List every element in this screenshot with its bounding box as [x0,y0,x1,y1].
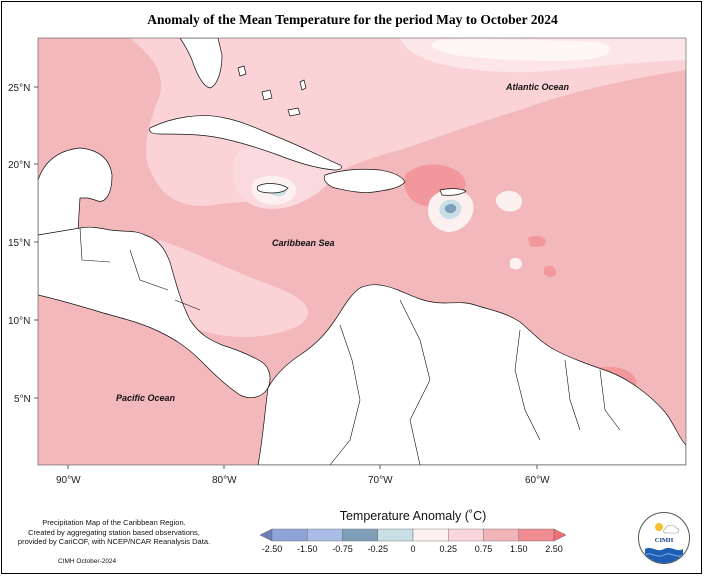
label-atlantic-ocean: Atlantic Ocean [505,82,570,92]
lat-label-10: 10°N [8,316,30,327]
land-bahamas [237,65,307,117]
colorbar-segment [518,528,555,542]
colorbar-segment [259,528,273,542]
colorbar-segment [271,528,308,542]
land-florida [179,38,223,89]
contour-white-antilles2 [510,257,522,270]
colorbar-tick-label: 0 [410,544,415,554]
contour-light-southwest [152,240,309,337]
lat-label-20: 20°N [8,160,30,171]
colorbar-segment [448,528,484,542]
sun-icon [655,523,663,531]
legend-colorbar: -2.50 -1.50 -0.75 -0.25 0 0.25 0.75 1.50 2.50 [259,528,567,554]
contour-coolest-pr [444,204,457,214]
land-cuba [149,115,342,171]
footer-credit: CIMH October-2024 [58,558,117,565]
lon-label-90: 90°W [56,475,81,486]
lat-label-15: 15°N [8,238,30,249]
land-central-america [38,226,271,398]
colorbar-tick-label: -0.75 [332,544,353,554]
land-south-america [257,284,686,465]
contour-white-antilles [495,190,523,212]
colorbar-tick-label: -2.50 [262,544,283,554]
cimh-logo-graphic [644,523,684,563]
lon-label-70: 70°W [368,475,393,486]
colorbar-tick-label: 0.25 [439,544,457,554]
colorbar-segment [553,528,567,542]
land-masses [38,38,686,465]
contour-warm-antilles [528,235,546,247]
colorbar-segment [377,528,414,542]
lat-label-5: 5°N [14,394,31,405]
label-pacific-ocean: Pacific Ocean [116,393,176,403]
land-yucatan [38,147,113,236]
cimh-logo: CIMH [638,512,690,564]
footer-note: Precipitation Map of the Caribbean Regio… [14,518,214,547]
cloud-icon [663,524,680,534]
contour-white-patch [431,39,611,61]
lon-label-80: 80°W [212,475,237,486]
colorbar-segment [412,528,449,542]
colorbar-tick-label: 1.50 [510,544,528,554]
legend-title: Temperature Anomaly (˚C) [339,509,487,523]
lon-ticks [67,465,538,469]
colorbar-tick-label: 0.75 [475,544,493,554]
footer-line-2: Created by aggregating station based obs… [28,527,200,537]
colorbar-tick-label: -0.25 [367,544,388,554]
label-caribbean-sea: Caribbean Sea [272,238,335,248]
land-jamaica [256,183,289,194]
footer-line-1: Precipitation Map of the Caribbean Regio… [42,518,186,527]
colorbar-tick-label: 2.50 [545,544,563,554]
land-puerto-rico [439,188,467,196]
land-hispaniola [323,168,406,193]
colorbar-segment [307,528,343,542]
colorbar-segment [342,528,378,542]
map-border [37,37,687,466]
colorbar-tick-label: -1.50 [297,544,318,554]
country-borders [79,227,621,465]
lon-label-60: 60°W [525,475,550,486]
lat-label-25: 25°N [8,83,30,94]
contour-warm-antilles2 [544,265,556,277]
footer-line-3: provided by CariCOF, with NCEP/NCAR Rean… [17,537,211,546]
logo-text: CIMH [654,537,674,544]
colorbar-segment [483,528,519,542]
map-title: Anomaly of the Mean Temperature for the … [147,12,558,27]
lat-ticks [34,86,38,399]
